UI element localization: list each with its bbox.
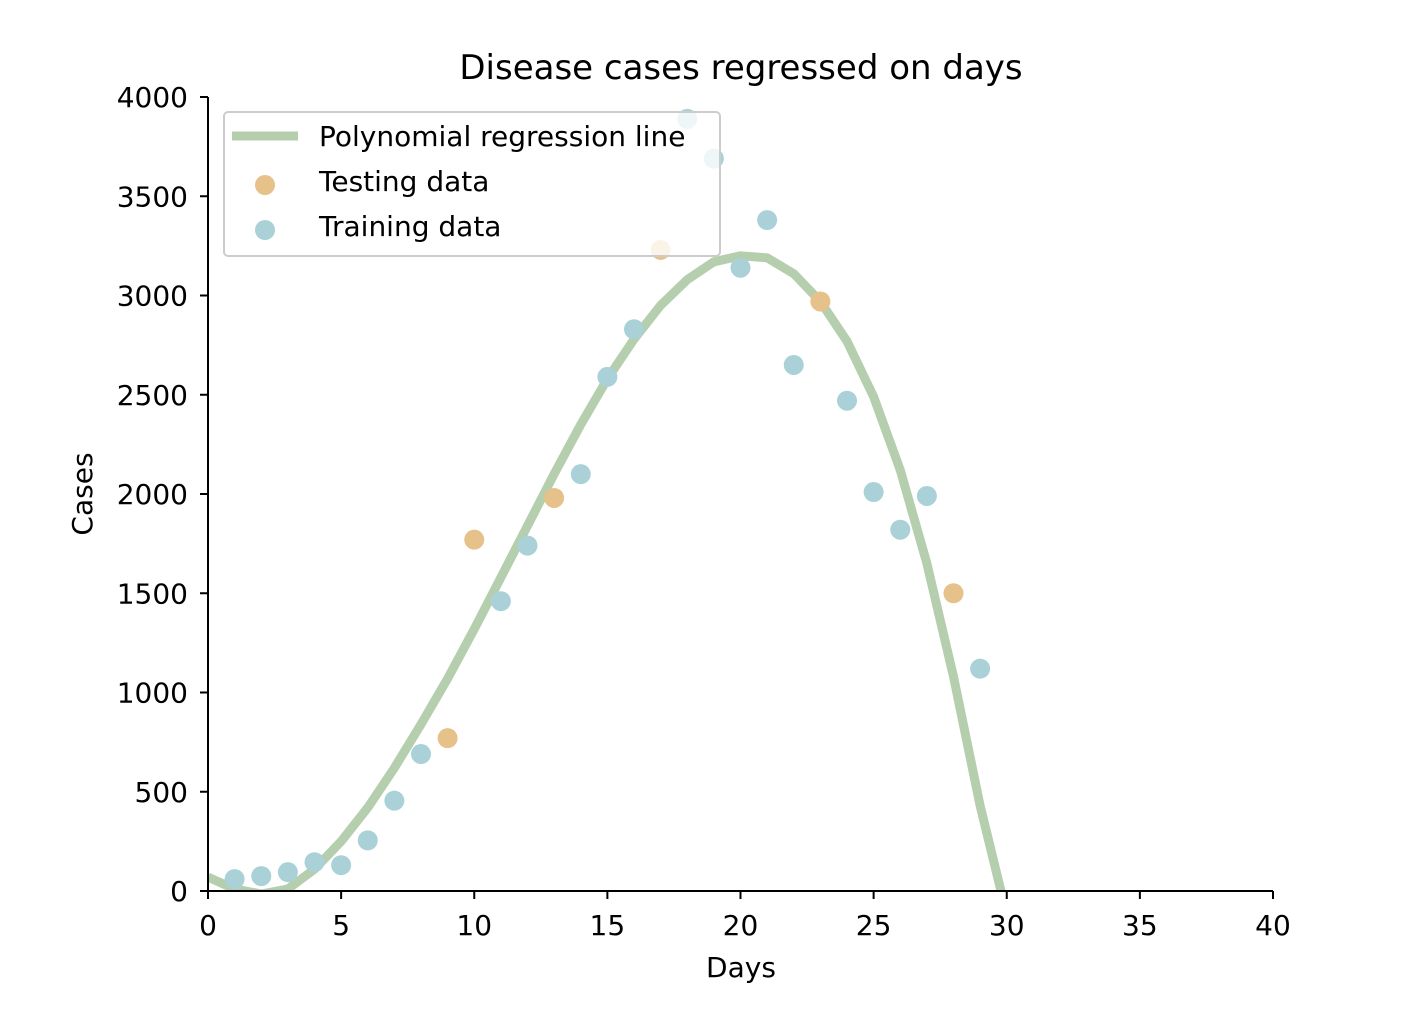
training-data-point [224, 869, 245, 890]
training-data-point [411, 744, 431, 765]
training-data-point [517, 535, 538, 556]
legend-label-training: Training data [318, 210, 501, 243]
training-data-point [331, 855, 352, 876]
legend-marker-training [255, 220, 275, 240]
y-tick-label: 500 [135, 776, 188, 809]
training-data-point [490, 591, 511, 612]
chart-title: Disease cases regressed on days [459, 48, 1022, 88]
legend-frame [223, 111, 721, 257]
y-axis-ticks: 0 500 1000 1500 2000 2500 3000 3500 4000 [117, 81, 208, 908]
training-data-point [783, 354, 804, 375]
training-data-point [304, 852, 325, 873]
training-data-point [916, 485, 937, 506]
legend: Polynomial regression line Testing data … [223, 111, 721, 257]
testing-data-point [464, 529, 485, 550]
y-tick-label: 2500 [117, 379, 188, 412]
x-tick-label: 40 [1255, 909, 1291, 942]
training-data-point [277, 862, 298, 883]
training-data-point [570, 464, 591, 485]
y-tick-label: 2000 [117, 478, 188, 511]
x-tick-label: 15 [590, 909, 626, 942]
training-data-point [757, 210, 778, 231]
regression-line-layer [208, 251, 1006, 891]
training-data-point [597, 366, 618, 387]
training-data-point [890, 519, 911, 540]
x-axis-ticks: 0 5 10 15 20 25 30 35 40 [199, 891, 1291, 942]
training-data-point [970, 658, 991, 679]
training-data-point [384, 790, 405, 811]
y-axis-label: Cases [66, 452, 99, 535]
y-tick-label: 3500 [117, 180, 188, 213]
x-tick-label: 20 [723, 909, 759, 942]
legend-marker-testing [255, 175, 275, 195]
x-tick-label: 35 [1122, 909, 1158, 942]
testing-data-point [437, 728, 458, 749]
testing-points-layer [437, 239, 964, 749]
training-data-point [251, 866, 272, 887]
training-data-point [730, 257, 751, 278]
testing-data-point [810, 291, 831, 312]
legend-label-regression: Polynomial regression line [319, 120, 685, 153]
y-tick-label: 3000 [117, 280, 188, 313]
testing-data-point [544, 487, 565, 508]
legend-label-testing: Testing data [318, 165, 489, 198]
x-tick-label: 30 [989, 909, 1025, 942]
x-tick-label: 0 [199, 909, 217, 942]
regression-line [208, 251, 1006, 891]
y-tick-label: 4000 [117, 81, 188, 114]
training-data-point [357, 830, 378, 851]
training-data-point [837, 390, 857, 411]
training-data-point [863, 482, 884, 503]
x-axis-label: Days [706, 951, 776, 984]
testing-data-point [943, 583, 964, 604]
x-tick-label: 5 [332, 909, 350, 942]
training-data-point [624, 319, 644, 340]
y-tick-label: 1500 [117, 577, 188, 610]
x-tick-label: 25 [856, 909, 892, 942]
y-tick-label: 1000 [117, 677, 188, 710]
y-tick-label: 0 [170, 875, 188, 908]
x-tick-label: 10 [456, 909, 492, 942]
